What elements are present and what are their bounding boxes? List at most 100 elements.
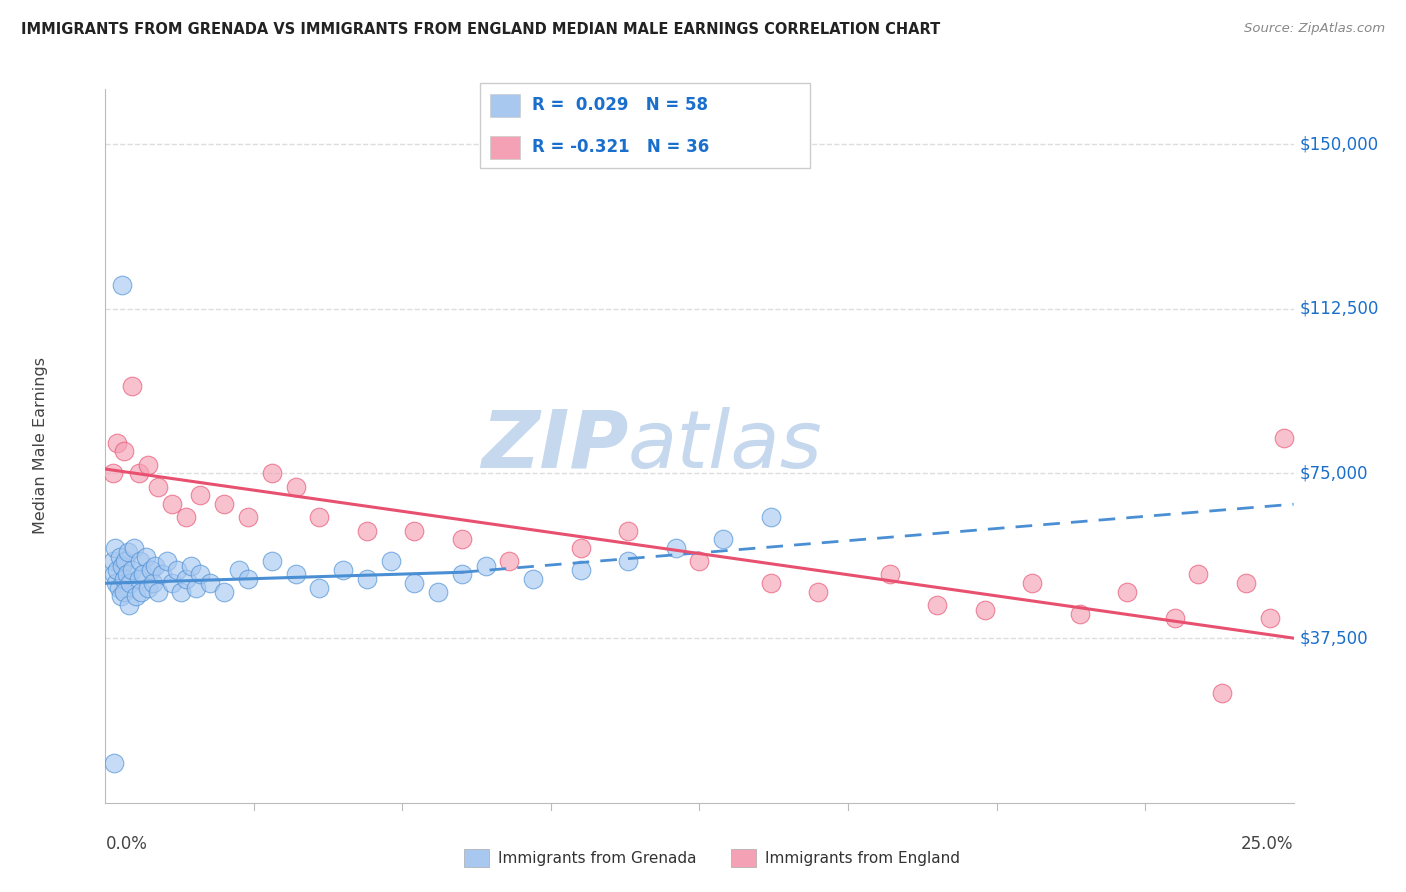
Point xyxy=(879,567,901,582)
Point xyxy=(711,533,734,547)
Point xyxy=(1234,576,1257,591)
Text: 0.0%: 0.0% xyxy=(105,835,148,853)
Point xyxy=(450,533,472,547)
Point xyxy=(143,558,166,573)
Point xyxy=(925,598,948,612)
Point xyxy=(128,554,150,568)
Point xyxy=(308,510,330,524)
Point xyxy=(101,467,124,481)
Point xyxy=(1164,611,1187,625)
Point xyxy=(125,590,148,604)
Text: $37,500: $37,500 xyxy=(1299,629,1368,647)
Point xyxy=(260,467,283,481)
Point xyxy=(118,598,141,612)
Point xyxy=(104,541,127,555)
Point xyxy=(807,585,830,599)
Point xyxy=(689,554,711,568)
Point xyxy=(1211,686,1233,700)
Point xyxy=(1258,611,1281,625)
Point xyxy=(136,581,159,595)
Point xyxy=(190,567,212,582)
Text: atlas: atlas xyxy=(628,407,823,485)
Point xyxy=(160,576,183,591)
Point xyxy=(114,444,136,458)
Point xyxy=(617,524,640,538)
Point xyxy=(170,585,193,599)
Point xyxy=(1116,585,1139,599)
Point xyxy=(142,576,165,591)
Point xyxy=(114,554,136,568)
Point xyxy=(111,558,134,573)
Point xyxy=(569,563,592,577)
Point xyxy=(356,524,378,538)
Point xyxy=(146,585,169,599)
Point xyxy=(1272,431,1295,445)
Point xyxy=(1021,576,1043,591)
Point xyxy=(759,576,782,591)
Point xyxy=(236,572,259,586)
Point xyxy=(139,563,162,577)
Point xyxy=(105,563,128,577)
Point xyxy=(450,567,472,582)
Point xyxy=(284,480,307,494)
Point xyxy=(101,554,124,568)
Point xyxy=(128,572,150,586)
Point xyxy=(498,554,520,568)
Point xyxy=(665,541,688,555)
Point xyxy=(112,572,135,586)
Text: Median Male Earnings: Median Male Earnings xyxy=(32,358,48,534)
Point xyxy=(122,541,145,555)
Point xyxy=(184,581,207,595)
Point xyxy=(129,585,152,599)
Point xyxy=(214,497,236,511)
Point xyxy=(474,558,496,573)
Point xyxy=(427,585,450,599)
Point xyxy=(404,524,426,538)
Point xyxy=(569,541,592,555)
Point xyxy=(110,590,132,604)
Point xyxy=(617,554,640,568)
Point xyxy=(228,563,250,577)
Point xyxy=(236,510,259,524)
Point xyxy=(115,567,138,582)
Point xyxy=(260,554,283,568)
Point xyxy=(121,378,143,392)
Point xyxy=(1187,567,1209,582)
Point xyxy=(146,480,169,494)
Point xyxy=(522,572,544,586)
Point xyxy=(174,510,197,524)
Point xyxy=(759,510,782,524)
Text: $150,000: $150,000 xyxy=(1299,135,1379,153)
Point xyxy=(174,572,197,586)
Point xyxy=(111,277,134,292)
Point xyxy=(114,585,136,599)
Point xyxy=(404,576,426,591)
Point xyxy=(105,435,128,450)
Point xyxy=(103,756,125,771)
Text: $112,500: $112,500 xyxy=(1299,300,1379,318)
Point xyxy=(308,581,330,595)
Point xyxy=(107,581,129,595)
Text: R = -0.321   N = 36: R = -0.321 N = 36 xyxy=(531,138,709,156)
Point xyxy=(156,554,179,568)
Point xyxy=(121,563,143,577)
Point xyxy=(1069,607,1091,621)
Point xyxy=(128,467,150,481)
Point xyxy=(973,602,995,616)
Text: Immigrants from England: Immigrants from England xyxy=(765,851,960,865)
Point xyxy=(152,567,174,582)
Point xyxy=(180,558,202,573)
Point xyxy=(135,549,157,564)
Point xyxy=(136,458,159,472)
Point xyxy=(117,545,139,559)
Point xyxy=(380,554,402,568)
Text: Source: ZipAtlas.com: Source: ZipAtlas.com xyxy=(1244,22,1385,36)
Point xyxy=(104,576,127,591)
Point xyxy=(103,567,125,582)
Point xyxy=(214,585,236,599)
Point xyxy=(160,497,183,511)
Text: $75,000: $75,000 xyxy=(1299,465,1368,483)
Point xyxy=(120,576,142,591)
Point xyxy=(284,567,307,582)
Point xyxy=(332,563,354,577)
